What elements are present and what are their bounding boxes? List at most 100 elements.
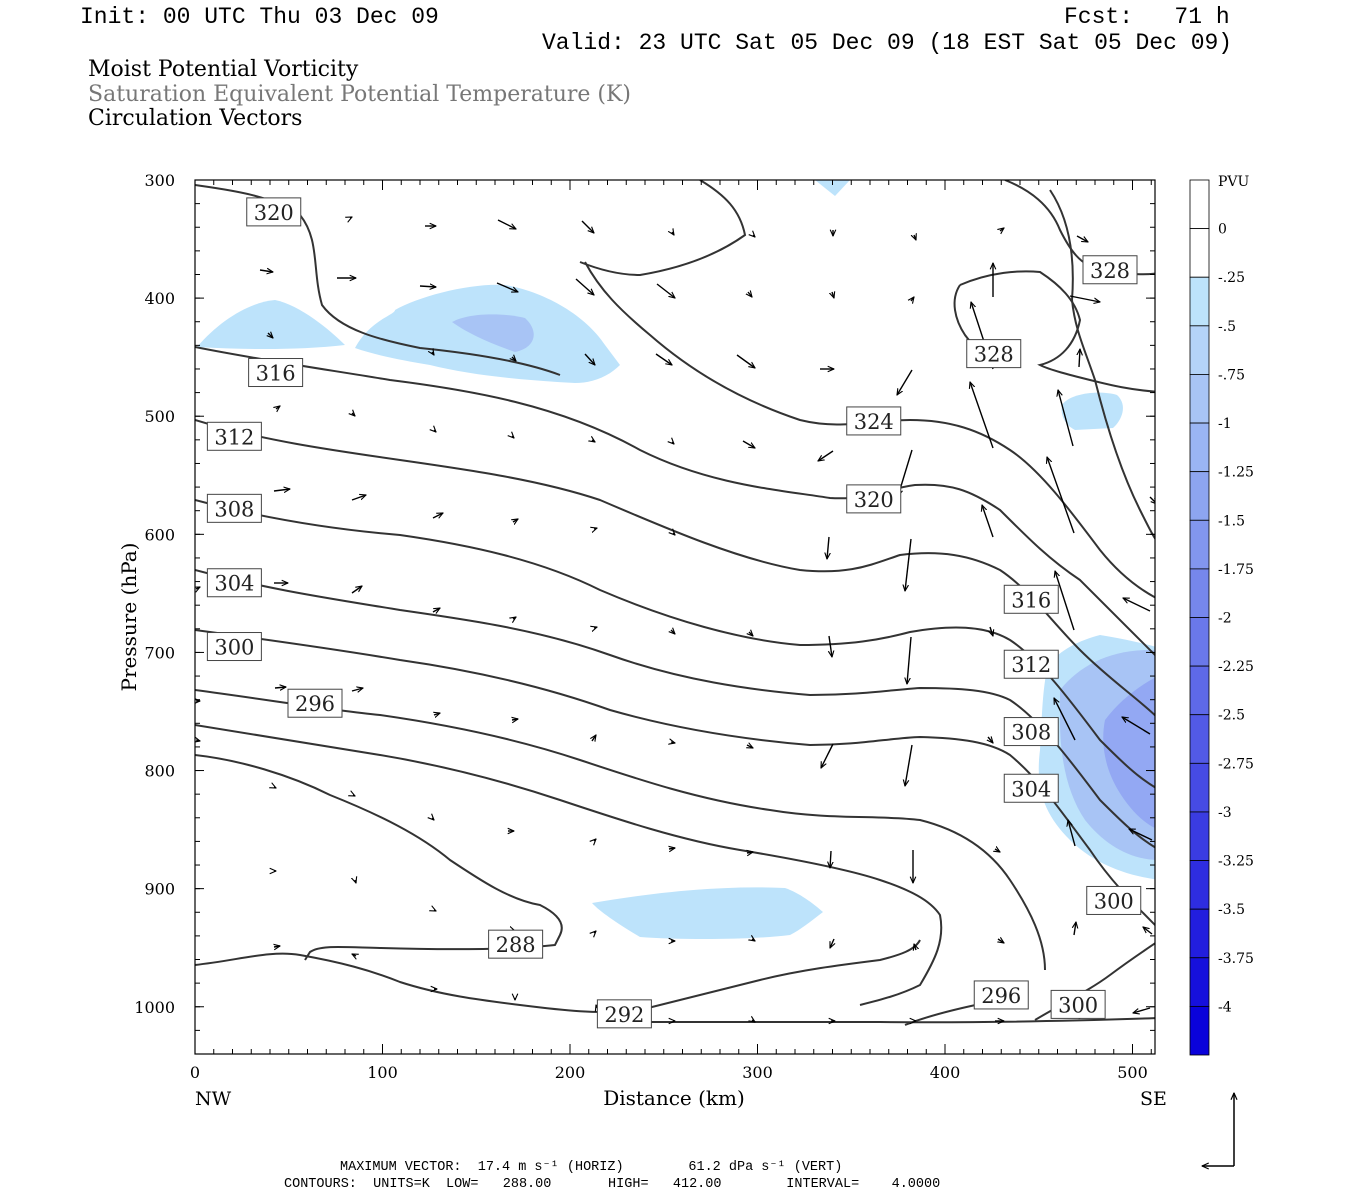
field-title-vectors: Circulation Vectors bbox=[88, 106, 303, 131]
contour-label: 300 bbox=[206, 632, 262, 662]
contour-label: 324 bbox=[846, 406, 902, 436]
circulation-vector bbox=[592, 735, 596, 741]
circulation-vector bbox=[1133, 1007, 1151, 1013]
circulation-vector bbox=[432, 608, 440, 612]
circulation-vector bbox=[655, 353, 672, 365]
circulation-vector bbox=[196, 740, 200, 741]
x-tick-label: 400 bbox=[930, 1063, 961, 1082]
circulation-vector bbox=[1122, 717, 1151, 735]
colorbar-label: -1.25 bbox=[1218, 465, 1254, 481]
x-axis-title: Distance (km) bbox=[603, 1086, 745, 1110]
contour-label: 316 bbox=[248, 358, 304, 388]
contour-label: 292 bbox=[596, 999, 652, 1029]
contour-label-text: 328 bbox=[1090, 259, 1130, 283]
pv-fill-top-tip bbox=[815, 180, 850, 196]
colorbar-cell bbox=[1189, 179, 1210, 230]
circulation-vector bbox=[596, 1005, 597, 1008]
x-tick-label: 500 bbox=[1117, 1063, 1148, 1082]
contour-label: 320 bbox=[246, 197, 302, 227]
contour-label-text: 300 bbox=[214, 636, 254, 660]
colorbar-cell bbox=[1189, 325, 1210, 375]
circulation-vector bbox=[669, 848, 675, 849]
contour-292-upper bbox=[195, 724, 943, 1006]
circulation-vector bbox=[1000, 228, 1004, 231]
field-title-theta-es: Saturation Equivalent Potential Temperat… bbox=[88, 82, 631, 107]
circulation-vector bbox=[512, 436, 514, 438]
contour-label-text: 316 bbox=[1011, 588, 1051, 612]
circulation-vector bbox=[351, 586, 362, 594]
contour-label-text: 296 bbox=[295, 692, 335, 716]
circulation-vectors bbox=[196, 216, 1155, 1022]
pv-shading bbox=[197, 180, 1155, 940]
colorbar-label: -2.5 bbox=[1218, 708, 1245, 724]
circulation-vector bbox=[434, 910, 436, 912]
circulation-vector bbox=[274, 687, 286, 688]
contour-label: 328 bbox=[966, 339, 1022, 369]
colorbar-label: -3.25 bbox=[1218, 854, 1254, 870]
circulation-vector bbox=[351, 688, 363, 691]
circulation-vector bbox=[1129, 828, 1153, 841]
colorbar-cell bbox=[1189, 1005, 1210, 1056]
contour-316 bbox=[195, 346, 1155, 657]
y-tick-label: 900 bbox=[144, 880, 175, 899]
circulation-vector bbox=[995, 849, 1000, 852]
valid-time: Valid: 23 UTC Sat 05 Dec 09 (18 EST Sat … bbox=[542, 30, 1233, 56]
colorbar-label: -3 bbox=[1218, 805, 1232, 821]
contour-label: 304 bbox=[1003, 773, 1059, 803]
contour-324b bbox=[584, 261, 1155, 599]
circulation-vector bbox=[355, 880, 356, 883]
contour-label-text: 296 bbox=[981, 984, 1021, 1008]
circulation-vector bbox=[742, 440, 755, 448]
colorbar-cell bbox=[1189, 374, 1210, 424]
y-axis-title: Pressure (hPa) bbox=[117, 543, 141, 692]
contour-324 bbox=[579, 180, 747, 277]
colorbar-cell bbox=[1189, 228, 1210, 278]
contour-label-box bbox=[966, 339, 1022, 369]
pv-fill-upper-center-core bbox=[452, 314, 534, 352]
circulation-vector bbox=[982, 505, 994, 538]
contour-304 bbox=[195, 569, 1155, 849]
circulation-vector bbox=[911, 297, 914, 301]
contour-label-box bbox=[206, 568, 262, 598]
colorbar-cell bbox=[1189, 276, 1210, 327]
circulation-vector bbox=[914, 235, 916, 240]
y-tick-label: 300 bbox=[144, 171, 175, 190]
contour-label-box bbox=[1003, 773, 1059, 803]
contour-label-box bbox=[1003, 584, 1059, 614]
circulation-vector bbox=[353, 795, 355, 797]
contour-label: 308 bbox=[206, 493, 262, 523]
circulation-vector bbox=[990, 626, 993, 636]
field-title-mpv: Moist Potential Vorticity bbox=[88, 57, 359, 82]
circulation-vector bbox=[276, 406, 280, 409]
contour-label: 308 bbox=[1003, 717, 1059, 747]
circulation-vector bbox=[1149, 496, 1155, 504]
circulation-vector bbox=[575, 278, 594, 295]
circulation-vector bbox=[274, 946, 280, 947]
y-tick-label: 500 bbox=[144, 407, 175, 426]
colorbar-title: PVU bbox=[1218, 174, 1250, 190]
theta-contours bbox=[195, 180, 1155, 1026]
contour-label-text: 320 bbox=[254, 201, 294, 225]
axis-ticks bbox=[194, 179, 1155, 1055]
circulation-vector bbox=[581, 220, 594, 233]
x-tick-label: 100 bbox=[367, 1063, 398, 1082]
circulation-vector bbox=[497, 219, 516, 230]
colorbar-cell bbox=[1189, 811, 1210, 861]
circulation-vector bbox=[747, 745, 753, 749]
contour-label-text: 312 bbox=[1011, 653, 1051, 677]
axis-tick-labels: 300 400 500 600 700 800 900 1000 0 100 200 300 400 50… bbox=[134, 171, 1147, 1082]
colorbar-cell bbox=[1189, 665, 1210, 716]
contour-label: 316 bbox=[1003, 584, 1059, 614]
contour-label-box bbox=[488, 929, 544, 959]
pv-colorbar: PVU 0 -.25 -.5 -.75 -1 -1.25 -1.5 -1.75 -2 -2.25 -2… bbox=[1189, 174, 1254, 1056]
circulation-vector bbox=[820, 743, 834, 768]
contour-label: 300 bbox=[1086, 885, 1142, 915]
circulation-vector bbox=[594, 839, 596, 841]
circulation-vector bbox=[1053, 698, 1076, 741]
contour-label-box bbox=[596, 999, 652, 1029]
circulation-vector bbox=[594, 528, 597, 529]
circulation-vector bbox=[274, 787, 276, 789]
contour-label-text: 320 bbox=[854, 488, 894, 512]
contour-292-lower bbox=[195, 939, 921, 1014]
contour-label-box bbox=[1082, 255, 1138, 285]
